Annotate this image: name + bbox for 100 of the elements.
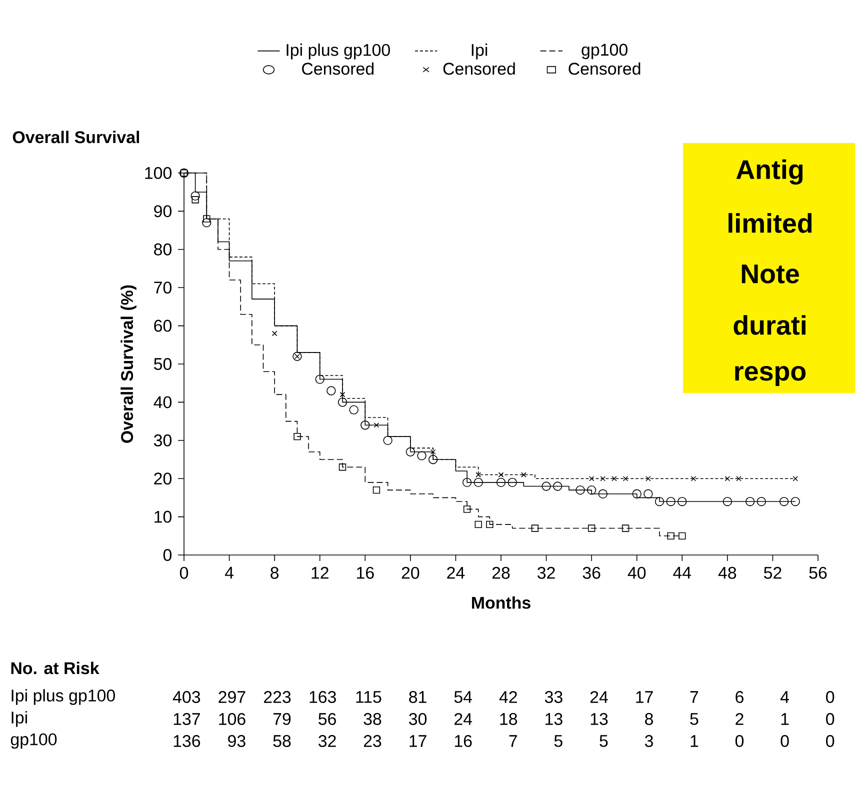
text: 0 [735,735,744,748]
point [678,532,686,540]
text: 0 [826,713,834,726]
point [622,524,630,532]
x-tick-label: 44 [673,566,692,579]
point [326,386,336,396]
point [474,478,483,488]
point [406,447,416,456]
point [586,485,596,495]
text: 115 [356,691,382,703]
text: 5 [554,735,562,747]
text: 106 [219,713,246,726]
text: 54 [454,691,472,703]
legend-label: Censored [302,62,374,75]
x-tick-label: 4 [224,566,234,579]
text: 17 [410,735,426,747]
point [553,482,562,491]
point [588,524,596,532]
point [600,476,606,482]
x-tick-label: 8 [270,566,279,579]
y-tick-label: 30 [154,434,172,446]
point [654,496,664,506]
text: 3 [644,735,653,748]
text: 17 [636,691,653,703]
annotation: Antig [736,159,803,185]
text: 81 [409,691,426,704]
y-tick-label: 0 [163,549,172,562]
text: 163 [310,691,336,704]
y-tick-label: 70 [154,282,172,294]
point [338,398,348,407]
text: 1 [690,735,698,747]
text: 33 [544,691,562,704]
text: 8 [645,713,653,726]
point [374,422,380,428]
point [498,472,504,478]
text: 297 [218,691,246,704]
annotation: respo [735,366,806,386]
point [340,392,346,398]
point [644,489,653,498]
point [790,496,800,506]
point [666,496,676,506]
point [598,489,608,498]
x-tick-label: 40 [628,566,646,579]
legend-label: Ipi plus gp100 [286,44,390,60]
point [632,489,642,498]
legend-label: Ipi [472,44,488,60]
text: 56 [318,713,336,726]
point [372,486,380,494]
point [203,215,210,222]
y-tick-label: 40 [154,396,172,408]
point [486,520,494,528]
point [736,476,742,482]
legend-label: Censored [443,62,515,75]
text: 79 [273,713,291,726]
text: 6 [736,691,744,704]
point [292,352,302,361]
text: 24 [454,713,472,725]
legend-label: gp100 [582,44,628,60]
point [756,496,766,506]
text: No. at Risk [11,662,100,674]
point [294,433,301,440]
point [745,496,755,506]
point [792,476,798,482]
text: 42 [499,691,517,703]
point [360,420,370,430]
point [272,330,278,336]
point [349,405,358,414]
point [428,454,438,464]
text: 2 [736,713,744,725]
text: 32 [318,735,336,748]
x-tick-label: 0 [180,566,188,579]
text: 7 [509,735,517,747]
point [531,524,539,532]
y-tick-label: 50 [154,358,172,370]
y-tick-label: 20 [154,472,172,485]
text: 0 [826,735,834,748]
point [192,196,199,204]
annotation: Note [742,264,799,284]
text: 13 [546,713,562,726]
text: 223 [264,691,291,704]
point [646,476,651,482]
point [338,464,346,471]
point [724,476,730,482]
point [690,476,696,482]
text: 13 [590,713,608,726]
point [430,449,436,455]
text: 0 [826,691,834,704]
point [622,476,628,482]
x-tick-label: 48 [718,566,736,579]
legend-label: Censored [568,62,640,75]
point [576,485,585,495]
text: 23 [364,735,382,748]
y-axis-title: Overall Survival (%) [120,285,136,443]
text: 24 [590,691,608,703]
text: Ipi plus gp100 [12,689,115,705]
x-tick-label: 16 [357,566,374,579]
text: 5 [690,713,698,725]
y-tick-label: 90 [154,205,172,218]
text: 1 [781,713,789,725]
x-tick-label: 36 [582,566,600,579]
